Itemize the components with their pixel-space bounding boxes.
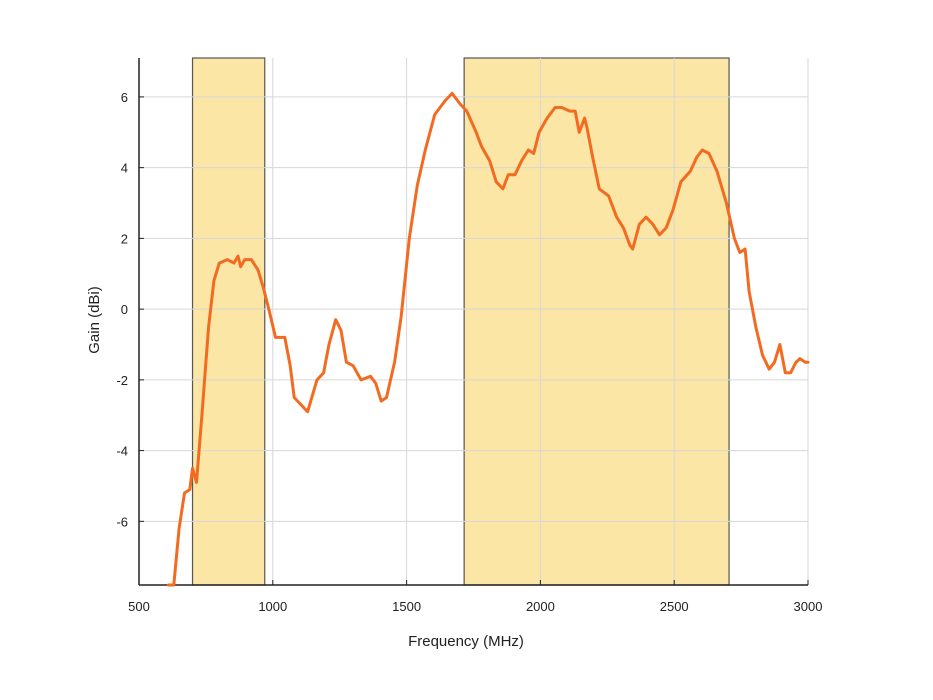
y-tick-label: 2 (121, 231, 128, 246)
y-tick-label: -6 (116, 514, 128, 529)
x-tick-label: 1500 (392, 599, 421, 614)
x-tick-label: 500 (128, 599, 150, 614)
x-tick-label: 2000 (526, 599, 555, 614)
x-tick-label: 1000 (258, 599, 287, 614)
highlight-band-2 (463, 57, 730, 586)
highlight-band-1 (191, 57, 266, 586)
x-tick-labels: 500 1000 1500 2000 2500 3000 (128, 580, 822, 614)
y-axis-title: Gain (dBi) (86, 286, 103, 354)
y-tick-label: 4 (121, 161, 128, 176)
highlight-bands (191, 57, 730, 586)
grid-lines (139, 58, 809, 585)
y-tick-labels: 6 4 2 0 -2 -4 -6 (116, 90, 144, 529)
y-tick-label: 0 (121, 302, 128, 317)
x-tick-label: 2500 (660, 599, 689, 614)
gain-series-line-1 (166, 91, 810, 587)
series-group (166, 91, 810, 587)
axes (138, 58, 808, 586)
y-tick-label: 6 (121, 90, 128, 105)
x-tick-label: 3000 (794, 599, 823, 614)
x-axis-title: Frequency (MHz) (408, 633, 524, 650)
y-tick-label: -2 (116, 373, 128, 388)
y-tick-label: -4 (116, 444, 128, 459)
